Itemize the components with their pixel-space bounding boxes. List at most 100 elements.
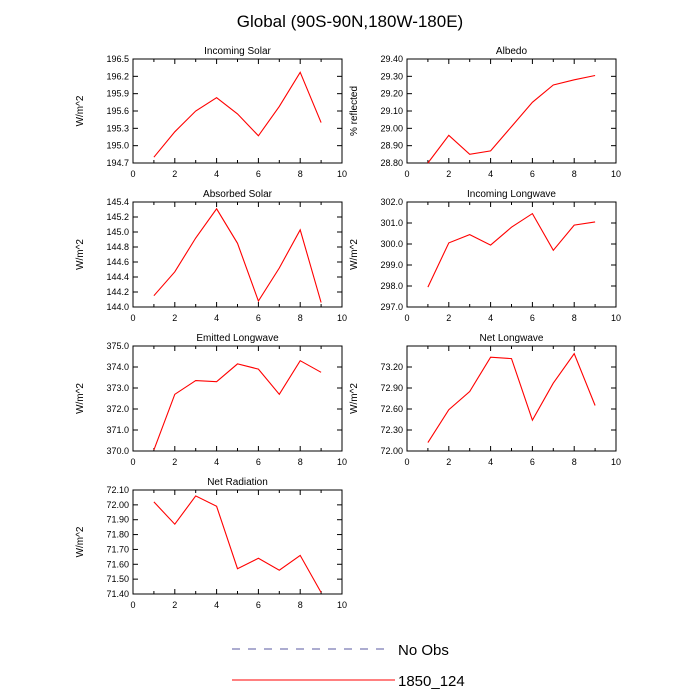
panel-title: Emitted Longwave [196, 333, 279, 344]
x-tick-label: 10 [611, 457, 621, 467]
y-tick-label: 28.90 [380, 141, 403, 151]
y-tick-label: 29.10 [380, 106, 403, 116]
plot-frame [132, 58, 343, 164]
y-tick-label: 298.0 [380, 281, 403, 291]
y-tick-label: 72.10 [106, 485, 129, 495]
panel-title: Absorbed Solar [203, 189, 273, 200]
y-tick-label: 145.0 [106, 227, 129, 237]
x-tick-label: 10 [337, 600, 347, 610]
y-tick-label: 71.60 [106, 559, 129, 569]
x-tick-label: 4 [214, 313, 219, 323]
panel-title: Net Radiation [207, 477, 268, 488]
x-tick-label: 0 [130, 313, 135, 323]
x-tick-label: 0 [404, 457, 409, 467]
y-tick-label: 71.50 [106, 574, 129, 584]
series-line-1850-124 [427, 212, 596, 288]
x-tick-label: 6 [530, 457, 535, 467]
panel-net-radiation: Net Radiation W/m^2 0 2 4 6 8 10 71.40 71.50 71.60… [75, 477, 347, 610]
y-tick-label: 144.0 [106, 302, 129, 312]
y-tick-label: 370.0 [106, 446, 129, 456]
panel-title: Net Longwave [480, 333, 544, 344]
y-tick-label: 71.40 [106, 589, 129, 599]
x-tick-label: 10 [611, 313, 621, 323]
plot-frame [406, 58, 617, 164]
y-axis-label: W/m^2 [349, 239, 360, 270]
series-line-1850-124 [153, 71, 322, 158]
x-tick-label: 8 [298, 313, 303, 323]
plot-frame [132, 345, 343, 452]
y-tick-label: 71.90 [106, 515, 129, 525]
x-tick-label: 0 [130, 600, 135, 610]
series-line-1850-124 [153, 495, 322, 593]
x-tick-label: 6 [256, 600, 261, 610]
legend-series-label: 1850_124 [398, 673, 465, 690]
legend: No Obs 1850_124 [232, 642, 465, 690]
y-tick-label: 71.80 [106, 530, 129, 540]
panel-title: Incoming Longwave [467, 189, 556, 200]
y-tick-label: 72.90 [380, 383, 403, 393]
y-tick-label: 195.3 [106, 123, 129, 133]
plot-frame [406, 201, 617, 308]
y-tick-label: 373.0 [106, 383, 129, 393]
y-tick-label: 72.00 [106, 500, 129, 510]
y-tick-label: 297.0 [380, 302, 403, 312]
y-axis-label: W/m^2 [75, 383, 86, 414]
x-tick-label: 4 [214, 169, 219, 179]
x-tick-label: 0 [130, 457, 135, 467]
x-tick-label: 4 [214, 457, 219, 467]
legend-no-obs-label: No Obs [398, 642, 449, 659]
x-tick-label: 2 [446, 457, 451, 467]
x-tick-label: 2 [172, 600, 177, 610]
x-tick-label: 8 [298, 457, 303, 467]
y-axis-label: W/m^2 [349, 383, 360, 414]
y-tick-label: 29.20 [380, 89, 403, 99]
y-tick-label: 145.2 [106, 212, 129, 222]
y-tick-label: 144.8 [106, 242, 129, 252]
y-axis-label: W/m^2 [75, 95, 86, 126]
panel-emitted-longwave: Emitted Longwave W/m^2 0 2 4 6 8 10 370.0 371.0 37… [75, 333, 347, 467]
y-axis-label: W/m^2 [75, 526, 86, 557]
y-tick-label: 72.30 [380, 425, 403, 435]
x-tick-label: 6 [256, 313, 261, 323]
y-tick-label: 73.20 [380, 362, 403, 372]
x-tick-label: 10 [337, 313, 347, 323]
x-tick-label: 10 [611, 169, 621, 179]
x-tick-label: 0 [404, 313, 409, 323]
x-tick-label: 2 [446, 313, 451, 323]
x-tick-label: 2 [172, 169, 177, 179]
y-tick-label: 28.80 [380, 158, 403, 168]
panel-albedo: Albedo % reflected 0 2 4 6 8 10 28.80 28.90 29.00 2… [349, 46, 621, 179]
y-tick-label: 300.0 [380, 239, 403, 249]
y-tick-label: 194.7 [106, 158, 129, 168]
y-tick-label: 29.30 [380, 71, 403, 81]
y-tick-label: 145.4 [106, 197, 129, 207]
x-tick-label: 10 [337, 169, 347, 179]
y-tick-label: 195.9 [106, 89, 129, 99]
x-tick-label: 4 [214, 600, 219, 610]
series-line-1850-124 [427, 74, 596, 164]
x-tick-label: 0 [404, 169, 409, 179]
x-tick-label: 6 [530, 313, 535, 323]
series-line-1850-124 [427, 352, 596, 443]
y-tick-label: 72.60 [380, 404, 403, 414]
x-tick-label: 4 [488, 457, 493, 467]
y-tick-label: 29.40 [380, 54, 403, 64]
series-line-1850-124 [153, 359, 322, 451]
x-tick-label: 8 [298, 600, 303, 610]
y-tick-label: 29.00 [380, 123, 403, 133]
x-tick-label: 6 [530, 169, 535, 179]
y-tick-label: 144.2 [106, 287, 129, 297]
y-tick-label: 375.0 [106, 341, 129, 351]
y-tick-label: 196.2 [106, 71, 129, 81]
plot-frame [132, 201, 343, 308]
x-tick-label: 6 [256, 457, 261, 467]
x-tick-label: 2 [172, 313, 177, 323]
y-tick-label: 301.0 [380, 218, 403, 228]
figure-title: Global (90S-90N,180W-180E) [237, 12, 463, 31]
panel-absorbed-solar: Absorbed Solar W/m^2 0 2 4 6 8 10 144.0 144.2 144.… [75, 189, 347, 323]
panel-incoming-solar: Incoming Solar W/m^2 0 2 4 6 8 10 194.7 195.0 195.… [75, 46, 347, 179]
y-tick-label: 299.0 [380, 260, 403, 270]
plot-frame [406, 345, 617, 452]
y-tick-label: 372.0 [106, 404, 129, 414]
